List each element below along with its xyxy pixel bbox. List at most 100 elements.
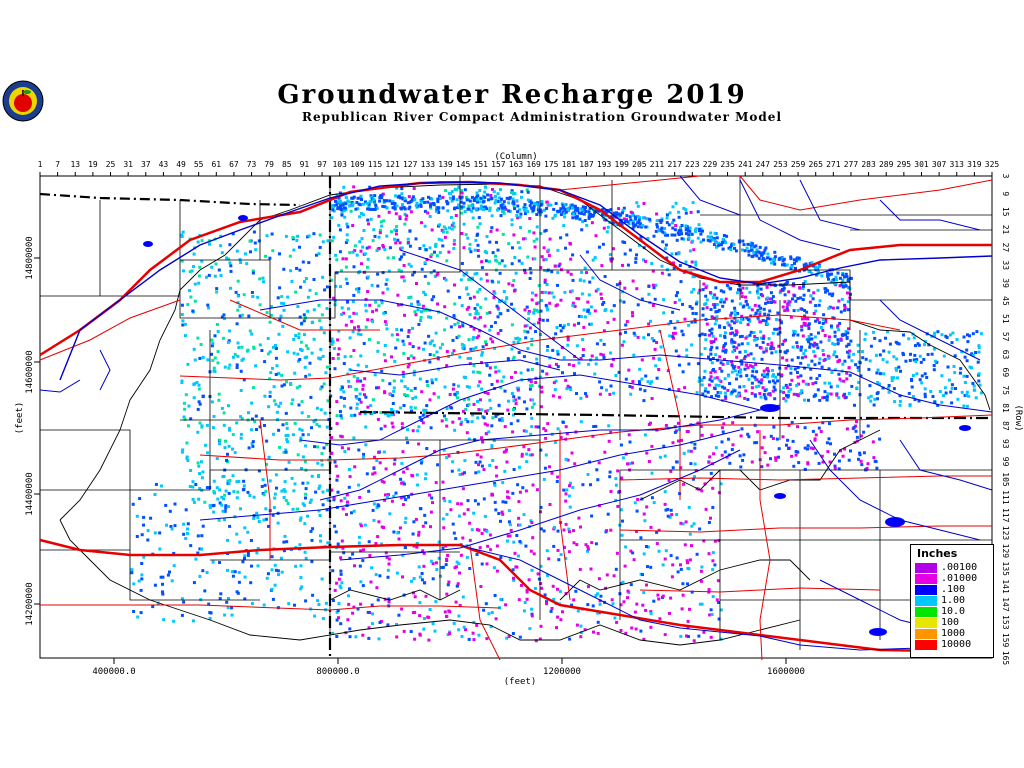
- recharge-cell: [622, 217, 626, 221]
- recharge-cell: [545, 348, 549, 352]
- recharge-cell: [528, 453, 532, 457]
- recharge-cell: [339, 395, 343, 399]
- recharge-cell: [740, 295, 744, 299]
- recharge-cell: [358, 495, 362, 499]
- recharge-cell: [140, 577, 144, 581]
- recharge-cell: [529, 549, 533, 553]
- recharge-cell: [251, 444, 255, 448]
- recharge-cell: [386, 623, 390, 627]
- recharge-cell: [539, 266, 543, 270]
- recharge-cell: [623, 252, 627, 256]
- recharge-cell: [547, 248, 551, 252]
- recharge-cell: [692, 274, 696, 278]
- recharge-cell: [252, 495, 256, 499]
- recharge-cell: [412, 591, 415, 595]
- recharge-cell: [323, 411, 327, 415]
- recharge-cell: [377, 304, 381, 308]
- recharge-cell: [707, 588, 711, 592]
- recharge-cell: [206, 303, 210, 307]
- recharge-cell: [712, 452, 716, 456]
- recharge-cell: [231, 433, 235, 437]
- recharge-cell: [804, 348, 808, 352]
- recharge-cell: [703, 369, 707, 373]
- recharge-cell: [360, 198, 363, 201]
- recharge-cell: [688, 532, 692, 536]
- recharge-cell: [418, 247, 422, 250]
- row-tick-label: 51: [1001, 314, 1010, 324]
- recharge-cell: [760, 357, 764, 361]
- recharge-cell: [265, 311, 269, 315]
- recharge-cell: [609, 257, 613, 261]
- recharge-cell: [690, 260, 694, 264]
- recharge-cell: [576, 209, 580, 213]
- recharge-cell: [850, 359, 854, 363]
- recharge-cell: [679, 634, 683, 638]
- recharge-cell: [310, 560, 314, 564]
- recharge-cell: [631, 311, 634, 315]
- recharge-cell: [367, 245, 371, 249]
- row-tick-label: 141: [1001, 579, 1010, 594]
- recharge-cell: [410, 579, 413, 583]
- recharge-cell: [467, 305, 471, 309]
- recharge-cell: [318, 245, 322, 249]
- recharge-cell: [326, 399, 330, 403]
- recharge-cell: [218, 438, 222, 442]
- recharge-cell: [790, 358, 794, 362]
- recharge-cell: [542, 529, 546, 533]
- recharge-cell: [918, 354, 922, 358]
- recharge-cell: [429, 271, 433, 275]
- recharge-cell: [733, 341, 737, 344]
- recharge-cell: [224, 504, 228, 508]
- recharge-cell: [335, 400, 339, 404]
- recharge-cell: [600, 297, 604, 300]
- recharge-cell: [777, 447, 781, 451]
- recharge-cell: [435, 350, 439, 354]
- recharge-cell: [479, 455, 483, 459]
- recharge-cell: [284, 411, 288, 415]
- recharge-cell: [712, 368, 715, 371]
- recharge-cell: [800, 328, 804, 332]
- recharge-cell: [413, 637, 417, 641]
- recharge-cell: [418, 507, 422, 511]
- recharge-cell: [531, 536, 535, 540]
- recharge-cell: [506, 539, 509, 543]
- recharge-cell: [452, 621, 456, 625]
- recharge-cell: [714, 446, 718, 450]
- recharge-cell: [299, 516, 303, 520]
- recharge-cell: [588, 280, 592, 284]
- recharge-cell: [525, 407, 529, 411]
- recharge-cell: [267, 455, 271, 459]
- recharge-cell: [363, 252, 367, 256]
- recharge-cell: [314, 292, 318, 296]
- recharge-cell: [228, 329, 232, 333]
- recharge-cell: [246, 348, 250, 352]
- recharge-cell: [833, 330, 837, 334]
- recharge-cell: [387, 600, 391, 604]
- recharge-cell: [490, 493, 494, 497]
- recharge-cell: [450, 406, 454, 410]
- recharge-cell: [412, 187, 416, 190]
- recharge-cell: [730, 390, 734, 394]
- recharge-cell: [188, 270, 192, 274]
- recharge-cell: [499, 204, 503, 208]
- recharge-cell: [679, 280, 683, 284]
- recharge-cell: [709, 471, 713, 475]
- recharge-cell: [398, 257, 402, 261]
- recharge-cell: [399, 477, 403, 481]
- recharge-cell: [791, 333, 795, 337]
- recharge-cell: [881, 386, 885, 390]
- recharge-cell: [230, 613, 234, 617]
- recharge-cell: [409, 295, 413, 299]
- recharge-cell: [513, 370, 517, 374]
- recharge-cell: [783, 350, 787, 354]
- recharge-cell: [552, 381, 556, 385]
- recharge-cell: [547, 557, 551, 561]
- recharge-cell: [556, 352, 560, 356]
- recharge-cell: [841, 362, 845, 366]
- recharge-cell: [799, 374, 803, 378]
- recharge-cell: [520, 190, 524, 194]
- column-tick-label: 313: [950, 160, 965, 169]
- recharge-cell: [315, 253, 318, 257]
- recharge-cell: [572, 212, 576, 216]
- recharge-cell: [556, 548, 560, 552]
